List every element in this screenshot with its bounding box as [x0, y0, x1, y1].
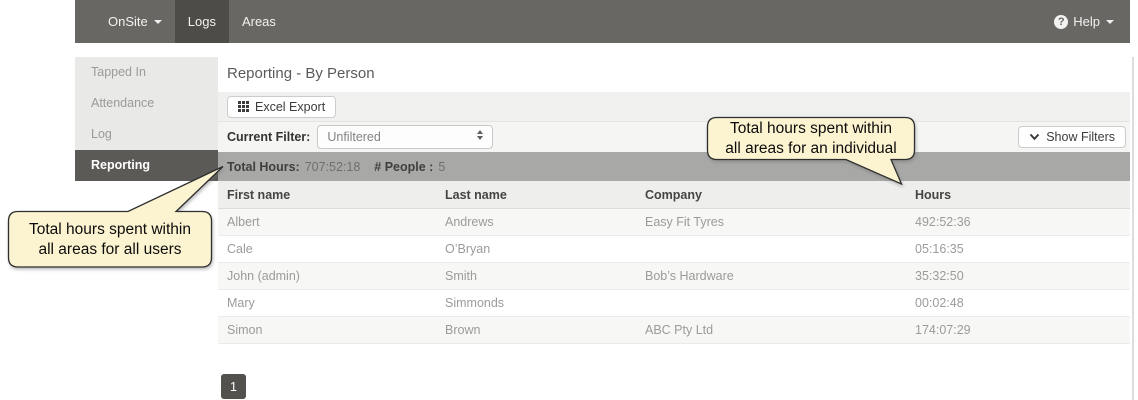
cell-first-name: Albert [227, 215, 260, 229]
callout-line: all areas for all users [38, 240, 182, 258]
cell-last-name: Brown [445, 323, 481, 337]
grid-icon [238, 101, 249, 112]
pagination-page-1-button[interactable]: 1 [221, 374, 246, 399]
toolbar: Excel Export [218, 92, 1130, 121]
cell-last-name: Simmonds [445, 296, 505, 310]
table-row[interactable]: Cale O’Bryan 05:16:35 [218, 236, 1130, 263]
callout-line: Total hours spent within [29, 220, 191, 238]
nav-help-label: Help [1073, 14, 1100, 29]
total-hours-value: 707:52:18 [304, 159, 361, 174]
table-row[interactable]: John (admin) Smith Bob’s Hardware 35:32:… [218, 263, 1130, 290]
cell-company: ABC Pty Ltd [645, 323, 714, 337]
chevron-down-icon [1029, 133, 1040, 141]
page-title: Reporting - By Person [227, 65, 375, 82]
excel-export-button[interactable]: Excel Export [227, 95, 337, 118]
nav-item-areas[interactable]: Areas [241, 14, 276, 29]
cell-first-name: John (admin) [227, 269, 300, 283]
summary-bar: Total Hours: 707:52:18 # People : 5 [218, 152, 1130, 181]
cell-company: Easy Fit Tyres [645, 215, 724, 229]
nav-item-logs[interactable]: Logs [174, 0, 229, 43]
cell-first-name: Mary [227, 296, 255, 310]
table-row[interactable]: Albert Andrews Easy Fit Tyres 492:52:36 [218, 209, 1130, 236]
filter-select-value: Unfiltered [327, 130, 381, 144]
column-header-company[interactable]: Company [645, 187, 702, 202]
filter-select[interactable]: Unfiltered [317, 125, 494, 149]
cell-last-name: Andrews [445, 215, 494, 229]
cell-hours: 492:52:36 [915, 215, 971, 229]
sidebar: Tapped In Attendance Log Reporting [75, 57, 218, 181]
sidebar-item-tapped-in[interactable]: Tapped In [91, 65, 146, 79]
cell-last-name: O’Bryan [445, 242, 491, 256]
nav-onsite-menu[interactable]: OnSite [95, 0, 175, 43]
current-filter-label: Current Filter: [227, 130, 311, 144]
nav-onsite-label: OnSite [108, 14, 148, 29]
cell-hours: 00:02:48 [915, 296, 964, 310]
main-content: Reporting - By Person Excel Export Curre… [218, 57, 1130, 344]
table-row[interactable]: Simon Brown ABC Pty Ltd 174:07:29 [218, 317, 1130, 344]
callout-bubble-total-hours [7, 165, 224, 268]
people-count-label: # People : [374, 159, 434, 174]
table-header-row: First name Last name Company Hours [218, 181, 1130, 209]
show-filters-button[interactable]: Show Filters [1018, 126, 1126, 148]
cell-hours: 174:07:29 [915, 323, 971, 337]
column-header-first-name[interactable]: First name [227, 187, 291, 202]
cell-hours: 05:16:35 [915, 242, 964, 256]
select-spinner-icon [477, 130, 484, 140]
cell-hours: 35:32:50 [915, 269, 964, 283]
callout-text-total-hours: Total hours spent within all areas for a… [8, 212, 212, 267]
show-filters-label: Show Filters [1046, 130, 1115, 144]
caret-down-icon [153, 19, 162, 24]
column-header-last-name[interactable]: Last name [445, 187, 507, 202]
cell-first-name: Cale [227, 242, 253, 256]
total-hours-label: Total Hours: [227, 159, 300, 174]
caret-down-icon [1106, 19, 1114, 24]
nav-help-menu[interactable]: ? Help [1038, 0, 1130, 43]
column-header-hours[interactable]: Hours [915, 187, 952, 202]
cell-first-name: Simon [227, 323, 263, 337]
cell-last-name: Smith [445, 269, 477, 283]
sidebar-item-attendance[interactable]: Attendance [91, 96, 155, 110]
people-count-value: 5 [438, 159, 446, 174]
help-icon: ? [1054, 14, 1069, 29]
sidebar-item-reporting[interactable]: Reporting [75, 150, 218, 181]
filter-bar: Current Filter: Unfiltered Show Filters [218, 121, 1130, 152]
cell-company: Bob’s Hardware [645, 269, 734, 283]
sidebar-item-log[interactable]: Log [91, 127, 112, 141]
excel-export-label: Excel Export [255, 99, 326, 114]
top-navbar: OnSite Logs Areas ? Help [75, 0, 1130, 43]
table-row[interactable]: Mary Simmonds 00:02:48 [218, 290, 1130, 317]
people-table: First name Last name Company Hours Alber… [218, 181, 1130, 344]
window-edge [1132, 57, 1134, 400]
